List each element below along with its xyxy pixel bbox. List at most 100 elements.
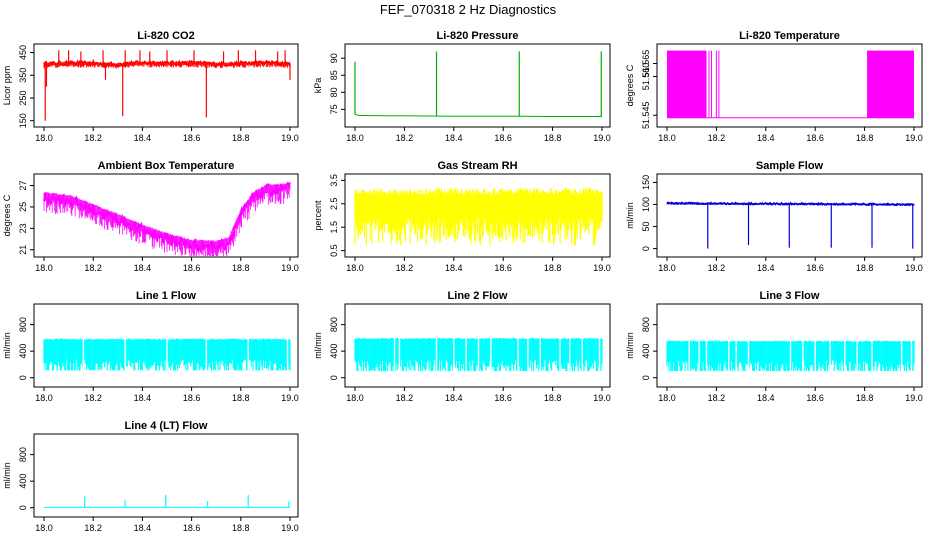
x-tick-label: 18.0	[658, 393, 676, 403]
y-tick-label: 0.5	[329, 244, 339, 257]
y-axis-label: ml/min	[625, 202, 635, 229]
x-tick-label: 18.6	[806, 393, 824, 403]
x-tick-label: 18.8	[544, 393, 562, 403]
panel-title: Line 1 Flow	[136, 290, 196, 302]
series-li820-temperature	[667, 50, 914, 119]
x-tick-label: 18.0	[346, 133, 364, 143]
panel-line-2-flow: Line 2 Flow ml/min 18.0 18.2 18.4 18.6 18.8 19.…	[313, 290, 611, 403]
y-axis-label: degrees C	[2, 194, 12, 236]
y-tick-label: 21	[18, 245, 28, 255]
panel-title: Sample Flow	[756, 160, 824, 172]
x-tick-label: 18.6	[183, 133, 201, 143]
panel-sample-flow: Sample Flow ml/min 18.0 18.2 18.4 18.6 18.8 19.…	[625, 160, 923, 273]
x-tick-label: 18.4	[134, 263, 152, 273]
x-tick-label: 18.2	[708, 393, 726, 403]
x-tick-label: 18.6	[183, 393, 201, 403]
x-tick-label: 18.4	[134, 133, 152, 143]
plot-frame	[344, 303, 611, 388]
series-ambient-box-temperature	[43, 181, 291, 256]
x-tick-label: 19.0	[281, 393, 299, 403]
y-tick-label: 250	[18, 90, 28, 105]
x-tick-label: 18.4	[445, 263, 463, 273]
x-tick-label: 18.0	[35, 133, 53, 143]
y-tick-label: 0	[641, 246, 651, 251]
y-axis-label: degrees C	[625, 64, 635, 106]
x-tick-label: 18.4	[134, 393, 152, 403]
x-tick-label: 18.2	[84, 263, 102, 273]
x-tick-label: 18.6	[806, 133, 824, 143]
y-axis-label: percent	[313, 200, 323, 231]
x-tick-label: 18.6	[183, 523, 201, 533]
plot-frame	[656, 303, 923, 388]
y-tick-label: 800	[641, 317, 651, 332]
y-tick-label: 0	[329, 375, 339, 380]
panel-title: Line 2 Flow	[448, 290, 508, 302]
plot-frame	[33, 303, 299, 388]
plot-frame	[344, 173, 611, 258]
x-tick-label: 18.2	[84, 133, 102, 143]
x-tick-label: 18.8	[856, 133, 874, 143]
y-axis-label: ml/min	[2, 332, 12, 359]
y-tick-label: 51.560	[641, 63, 651, 91]
y-tick-label: 80	[329, 87, 339, 97]
panel-title: Li-820 Pressure	[437, 30, 519, 42]
panel-line-1-flow: Line 1 Flow ml/min 18.0 18.2 18.4 18.6 18.8 19.…	[2, 290, 299, 403]
x-tick-label: 18.6	[183, 263, 201, 273]
series-line-4-lt-flow	[44, 495, 290, 508]
panel-li820-co2: Li-820 CO2 Licor ppm 18.0 18.2 18.4 18.6 18.8 1…	[2, 30, 299, 143]
y-tick-label: 3.5	[329, 174, 339, 187]
plot-frame	[344, 43, 611, 128]
y-tick-label: 0	[18, 505, 28, 510]
y-axis-label: ml/min	[2, 462, 12, 489]
panel-title: Line 3 Flow	[760, 290, 820, 302]
data-line	[354, 114, 602, 117]
y-axis-label: ml/min	[313, 332, 323, 359]
x-tick-label: 18.4	[445, 393, 463, 403]
y-tick-label: 51.565	[641, 50, 651, 78]
x-tick-label: 18.2	[84, 523, 102, 533]
x-tick-label: 18.8	[232, 523, 250, 533]
x-tick-label: 18.8	[232, 393, 250, 403]
x-tick-label: 18.6	[806, 263, 824, 273]
x-tick-label: 18.0	[35, 263, 53, 273]
x-tick-label: 19.0	[593, 133, 611, 143]
x-tick-label: 18.8	[232, 133, 250, 143]
plot-frame	[33, 43, 299, 128]
y-tick-label: 800	[329, 317, 339, 332]
x-tick-label: 18.4	[757, 133, 775, 143]
y-tick-label: 85	[329, 70, 339, 80]
y-tick-label: 150	[641, 175, 651, 190]
x-tick-label: 18.0	[658, 133, 676, 143]
plot-frame	[656, 173, 923, 258]
y-tick-label: 23	[18, 223, 28, 233]
series-gas-stream-rh	[354, 187, 603, 246]
panel-li820-pressure: Li-820 Pressure kPa 18.0 18.2 18.4 18.6 18.8 19…	[313, 30, 611, 143]
x-tick-label: 18.8	[544, 263, 562, 273]
plot-frame	[33, 173, 299, 258]
x-tick-label: 18.8	[544, 133, 562, 143]
x-tick-label: 18.2	[84, 393, 102, 403]
series-sample-flow	[666, 201, 915, 249]
y-tick-label: 50	[641, 222, 651, 232]
panel-ambient-box-temperature: Ambient Box Temperature degrees C 18.0 18.2…	[2, 160, 299, 273]
panel-title: Ambient Box Temperature	[98, 160, 235, 172]
x-tick-label: 19.0	[593, 263, 611, 273]
x-tick-label: 18.6	[494, 133, 512, 143]
x-tick-label: 18.8	[232, 263, 250, 273]
y-tick-label: 400	[641, 344, 651, 359]
series-li820-pressure	[354, 51, 602, 117]
x-tick-label: 18.2	[396, 393, 414, 403]
y-tick-label: 800	[18, 317, 28, 332]
x-tick-label: 18.8	[856, 393, 874, 403]
plot-frame	[656, 43, 923, 128]
x-tick-label: 18.2	[708, 133, 726, 143]
x-tick-label: 18.0	[346, 393, 364, 403]
y-tick-label: 90	[329, 53, 339, 63]
x-tick-label: 18.0	[346, 263, 364, 273]
y-tick-label: 1.5	[329, 221, 339, 234]
panel-line-3-flow: Line 3 Flow ml/min 18.0 18.2 18.4 18.6 18.8 19.…	[625, 290, 923, 403]
x-tick-label: 18.0	[35, 523, 53, 533]
series-li820-co2	[43, 50, 291, 121]
panel-li820-temperature: Li-820 Temperature degrees C 18.0 18.2 18.4 1…	[625, 30, 923, 143]
